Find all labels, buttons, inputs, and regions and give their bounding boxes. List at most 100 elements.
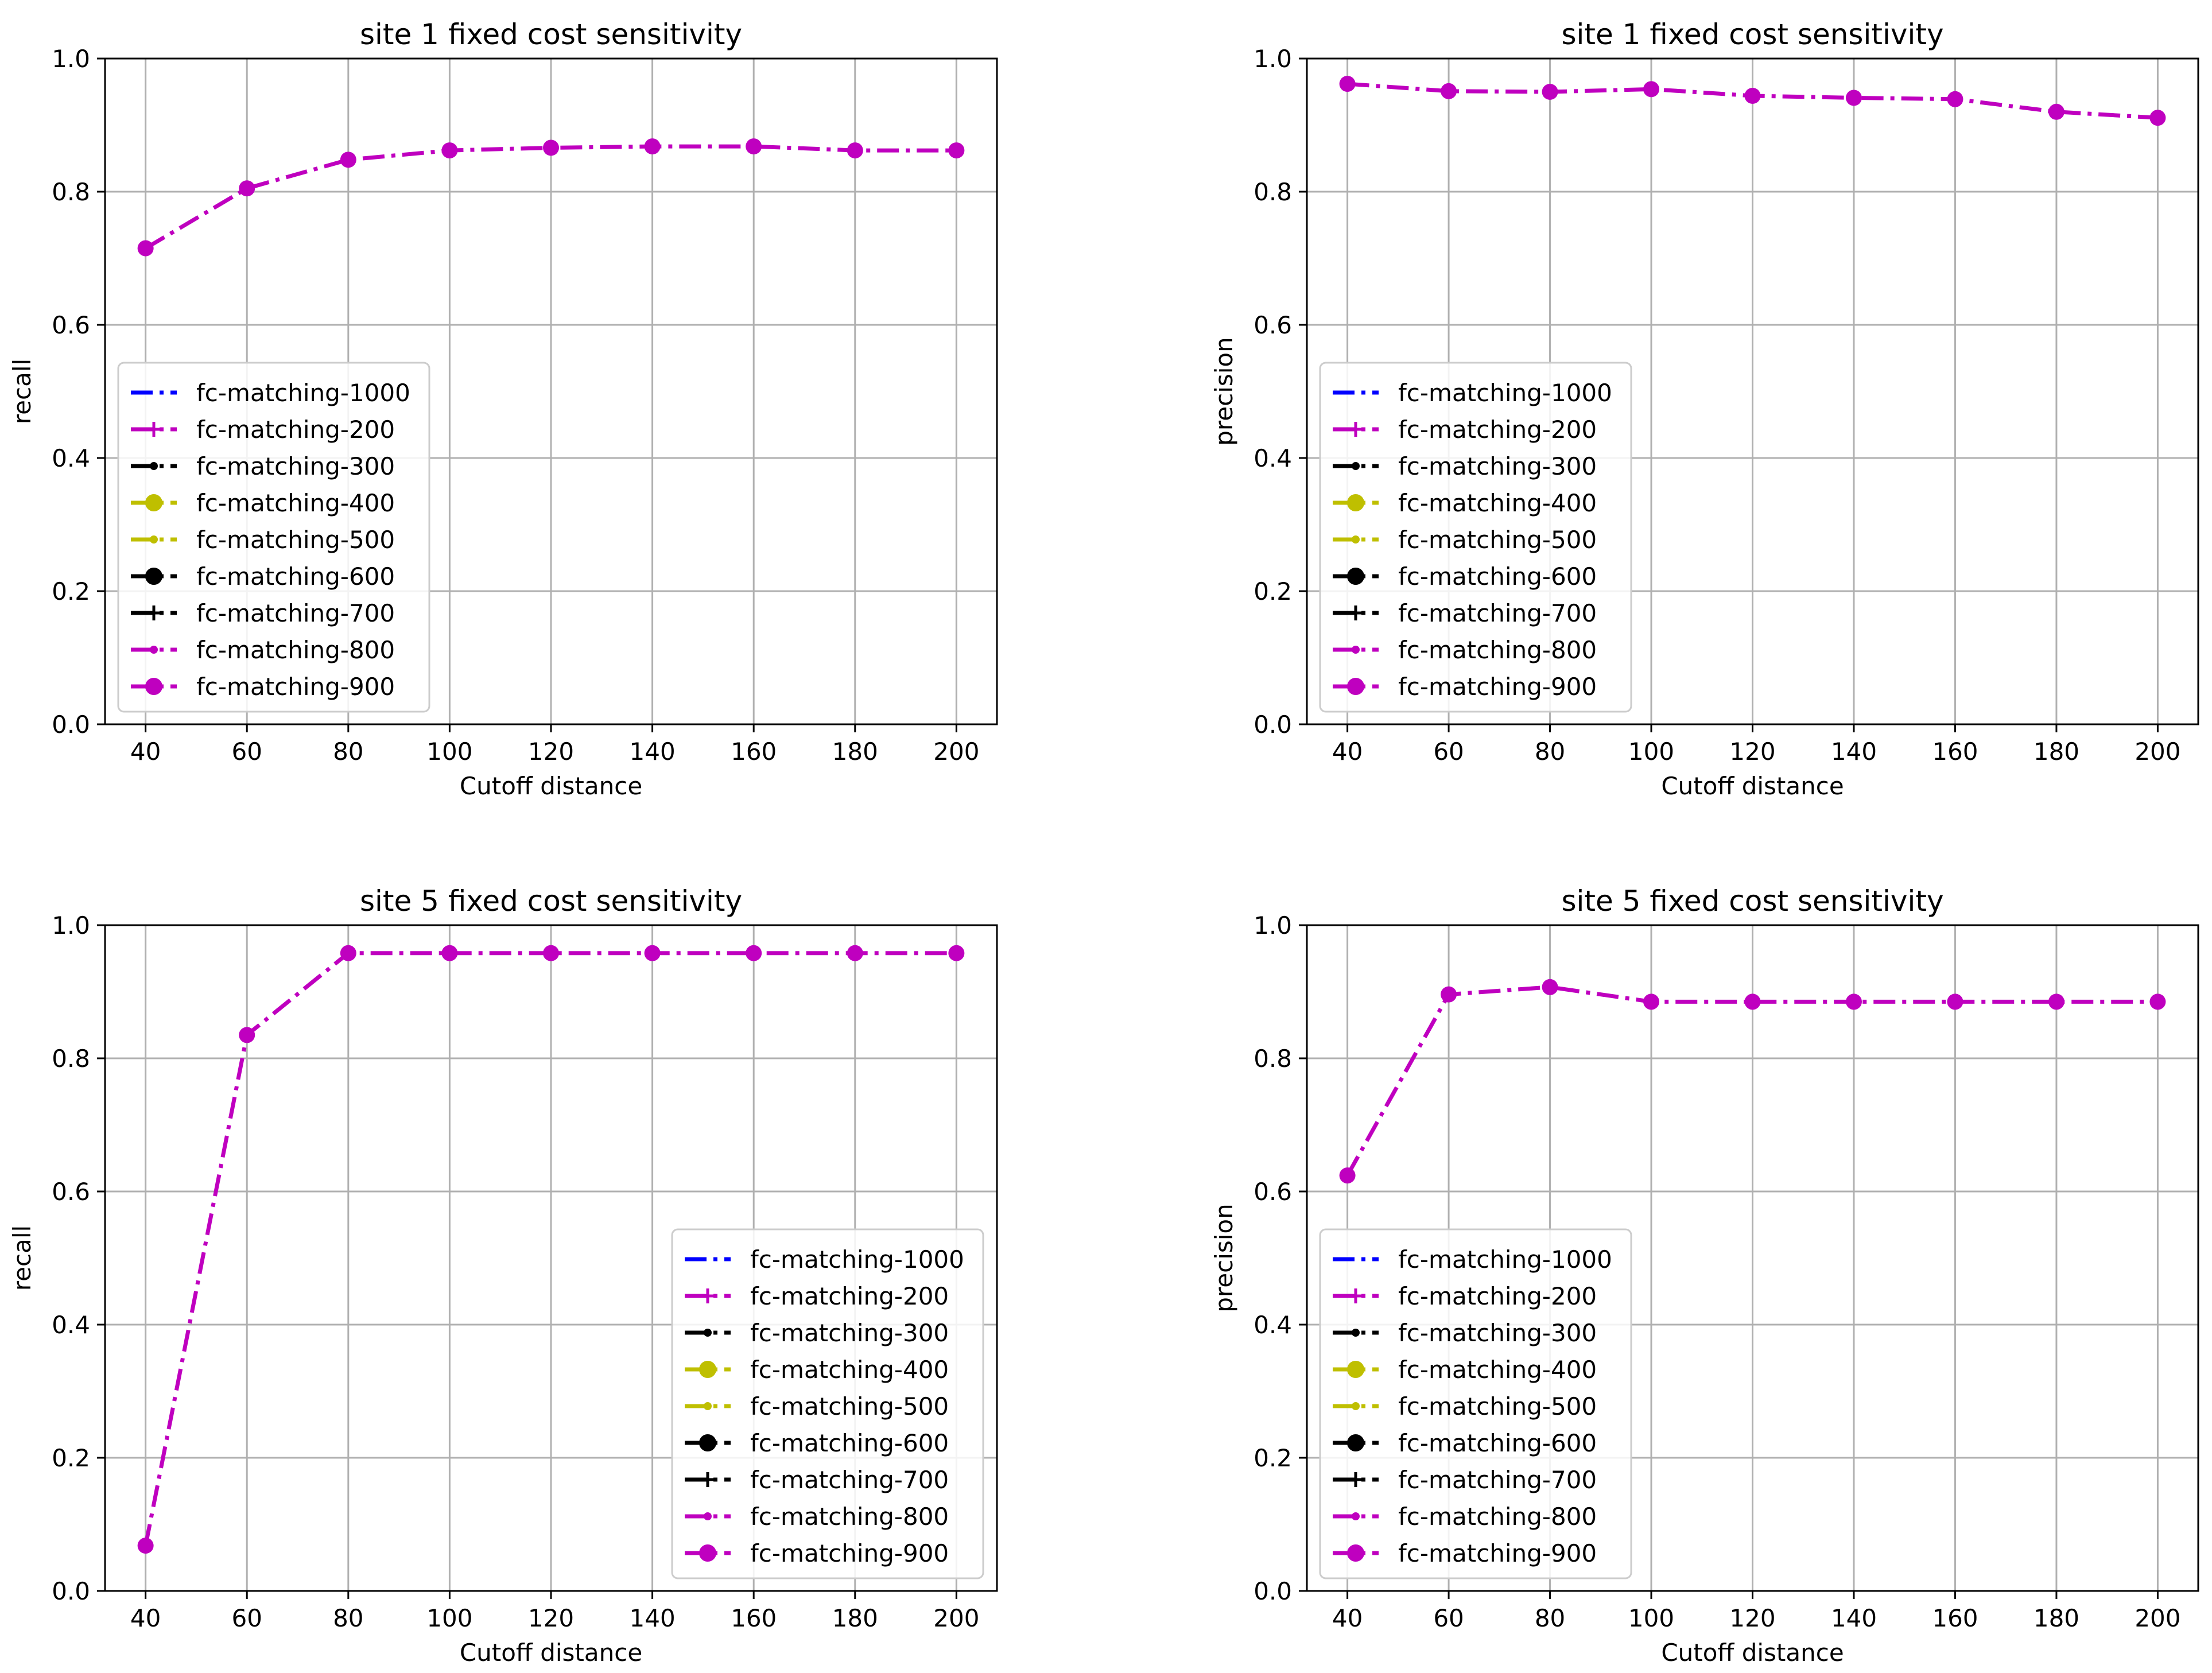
x-tick-label: 40 — [1332, 1604, 1363, 1632]
legend-item: fc-matching-200 — [685, 1282, 949, 1310]
y-tick-label: 0.6 — [52, 311, 90, 339]
x-tick-label: 80 — [1535, 737, 1565, 766]
series-line-fc-matching-900 — [143, 951, 957, 1546]
data-point — [644, 138, 661, 155]
legend-label: fc-matching-300 — [750, 1319, 949, 1347]
legend-marker — [150, 535, 158, 544]
legend-marker — [1348, 1472, 1363, 1487]
legend-marker — [1352, 646, 1360, 654]
data-point — [1744, 993, 1761, 1010]
legend-item: fc-matching-700 — [685, 1466, 949, 1494]
axes-frame — [104, 57, 998, 725]
y-tick-label: 0.0 — [52, 1577, 90, 1605]
legend-label: fc-matching-500 — [1398, 526, 1597, 554]
axes-frame — [1306, 57, 2199, 725]
legend-item: fc-matching-300 — [131, 452, 395, 480]
legend-label: fc-matching-500 — [196, 526, 395, 554]
y-tick-label: 1.0 — [1254, 45, 1292, 73]
data-point — [340, 945, 356, 961]
legend-item: fc-matching-300 — [1333, 452, 1597, 480]
y-axis-label: precision — [1210, 337, 1238, 445]
data-point — [1947, 91, 1963, 107]
legend-marker — [150, 646, 158, 654]
legend-item: fc-matching-400 — [685, 1356, 949, 1384]
legend-box — [671, 1228, 984, 1579]
x-tick-label: 140 — [1831, 737, 1877, 766]
y-tick-label: 0.4 — [1254, 444, 1292, 472]
x-tick-label: 180 — [832, 737, 878, 766]
x-tick-label: 120 — [1729, 737, 1775, 766]
x-tick-label: 60 — [1433, 737, 1464, 766]
x-tick-label: 60 — [1433, 1604, 1464, 1632]
x-tick-label: 40 — [130, 737, 161, 766]
y-axis-label: precision — [1210, 1204, 1238, 1312]
legend-marker — [1352, 1329, 1360, 1337]
legend-marker — [1348, 422, 1363, 437]
y-tick-label: 1.0 — [1254, 911, 1292, 940]
data-point — [644, 945, 661, 961]
legend-marker — [1352, 1402, 1360, 1410]
legend-item: fc-matching-900 — [131, 673, 395, 701]
data-point — [1441, 986, 1457, 1003]
y-tick-label: 0.4 — [52, 444, 90, 472]
x-tick-label: 180 — [2034, 1604, 2079, 1632]
legend-label: fc-matching-1000 — [1398, 379, 1612, 407]
legend: fc-matching-1000 fc-matching-200 fc-matchi… — [1319, 362, 1632, 713]
chart-panel-2: 40 60 80 100 120 140 160 180 200 0.0 0.2 0.4 0.6 0.8 1… — [1210, 18, 2199, 800]
y-tick-label: 1.0 — [52, 911, 90, 940]
legend-item: fc-matching-500 — [685, 1392, 949, 1420]
data-point — [1339, 76, 1356, 92]
x-tick-label: 200 — [2135, 737, 2180, 766]
y-tick-label: 0.2 — [1254, 1444, 1292, 1472]
data-point — [1947, 993, 1963, 1010]
data-point — [746, 138, 762, 155]
data-point — [543, 945, 559, 961]
chart-panel-1: 40 60 80 100 120 140 160 180 200 0.0 0.2 0.4 0.6 0.8 1… — [8, 18, 998, 800]
legend-marker — [145, 568, 162, 585]
legend-marker — [1347, 1361, 1364, 1378]
legend-marker — [1348, 605, 1363, 620]
x-tick-label: 140 — [630, 1604, 676, 1632]
legend-item: fc-matching-400 — [1333, 1356, 1597, 1384]
legend-marker — [704, 1512, 712, 1520]
legend-item: fc-matching-400 — [131, 489, 395, 517]
legend-label: fc-matching-600 — [1398, 1429, 1597, 1457]
legend-label: fc-matching-400 — [196, 489, 395, 517]
x-tick-label: 140 — [630, 737, 676, 766]
legend-marker — [1352, 535, 1360, 544]
data-point — [441, 142, 458, 159]
data-point — [340, 152, 356, 168]
legend-label: fc-matching-900 — [1398, 1539, 1597, 1567]
data-point — [1845, 993, 1862, 1010]
legend-label: fc-matching-900 — [1398, 673, 1597, 701]
data-point — [441, 945, 458, 961]
legend-label: fc-matching-900 — [750, 1539, 949, 1567]
chart-panel-4: 40 60 80 100 120 140 160 180 200 0.0 0.2 0.4 0.6 0.8 1… — [1210, 884, 2199, 1667]
legend-item: fc-matching-600 — [131, 562, 395, 591]
y-tick-label: 0.2 — [52, 577, 90, 605]
y-tick-label: 0.0 — [1254, 711, 1292, 739]
y-axis-label: recall — [8, 1225, 36, 1291]
x-tick-label: 180 — [832, 1604, 878, 1632]
legend-item: fc-matching-700 — [1333, 599, 1597, 627]
x-tick-label: 200 — [933, 737, 979, 766]
x-axis-label: Cutoff distance — [1661, 1639, 1844, 1667]
legend-marker — [1347, 1434, 1364, 1451]
legend-marker — [145, 494, 162, 511]
legend-item: fc-matching-300 — [685, 1319, 949, 1347]
data-point — [137, 1538, 154, 1554]
legend-label: fc-matching-400 — [1398, 489, 1597, 517]
x-tick-label: 160 — [731, 737, 777, 766]
x-tick-label: 80 — [333, 1604, 363, 1632]
data-point — [1643, 993, 1660, 1010]
y-tick-label: 0.6 — [52, 1178, 90, 1206]
data-point — [746, 945, 762, 961]
legend-label: fc-matching-400 — [750, 1356, 949, 1384]
data-point — [948, 945, 965, 961]
legend-box — [1319, 362, 1632, 713]
data-point — [1542, 979, 1558, 995]
x-tick-label: 160 — [731, 1604, 777, 1632]
legend-label: fc-matching-1000 — [196, 379, 410, 407]
legend-label: fc-matching-200 — [1398, 416, 1597, 444]
legend-label: fc-matching-300 — [1398, 452, 1597, 480]
